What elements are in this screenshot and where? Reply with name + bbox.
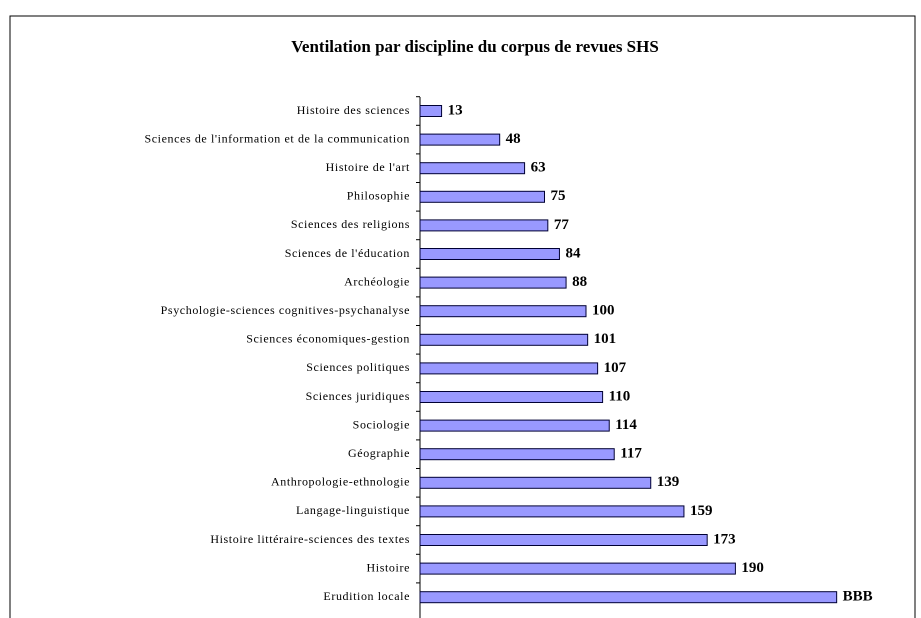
data-label: 101 — [594, 331, 617, 347]
data-label: 190 — [741, 560, 764, 576]
y-tick-label: Histoire littéraire-sciences des textes — [210, 532, 410, 546]
data-label: 114 — [615, 417, 637, 433]
bar — [419, 162, 526, 175]
y-tick-label: Histoire — [367, 560, 410, 574]
y-tick-label: Sciences économiques-gestion — [246, 332, 410, 346]
bar — [419, 133, 501, 146]
data-label: BBB — [843, 589, 873, 605]
data-label: 77 — [554, 217, 570, 233]
bar — [419, 419, 610, 432]
bar — [419, 591, 838, 604]
y-tick-label: Sciences de l'éducation — [285, 246, 410, 260]
y-tick-label: Sciences de l'information et de la commu… — [144, 131, 410, 145]
data-label: 13 — [448, 102, 463, 118]
y-tick-label: Sciences politiques — [306, 360, 410, 374]
data-label: 63 — [531, 160, 546, 176]
bar — [419, 448, 615, 461]
bar — [419, 219, 549, 232]
y-tick-label: Géographie — [348, 446, 410, 460]
bar — [419, 105, 443, 117]
bar — [419, 276, 567, 289]
bar — [419, 391, 604, 403]
bar — [419, 476, 652, 489]
y-tick-label: Sociologie — [353, 417, 410, 431]
y-tick-label: Archéologie — [344, 274, 410, 288]
y-tick-label: Histoire des sciences — [297, 103, 410, 117]
data-label: 48 — [506, 131, 521, 147]
data-label: 88 — [572, 274, 587, 290]
y-tick-label: Psychologie-sciences cognitives-psychana… — [161, 303, 410, 317]
data-label: 173 — [713, 531, 736, 547]
bar — [419, 534, 708, 546]
data-label: 117 — [620, 446, 642, 462]
data-label: 75 — [551, 188, 566, 204]
data-label: 84 — [565, 245, 581, 261]
y-tick-label: Histoire de l'art — [326, 160, 410, 174]
bar — [419, 333, 589, 346]
chart-title: Ventilation par discipline du corpus de … — [291, 37, 659, 56]
data-label: 159 — [690, 503, 713, 519]
y-tick-label: Langage-linguistique — [296, 503, 410, 517]
bar — [419, 562, 736, 575]
bar — [419, 305, 587, 318]
bar — [419, 248, 560, 260]
y-tick-label: Erudition locale — [323, 589, 410, 603]
y-tick-label: Sciences des religions — [291, 217, 410, 231]
bar — [419, 362, 599, 375]
data-label: 107 — [604, 360, 627, 376]
y-tick-label: Anthropologie-ethnologie — [271, 475, 410, 489]
bar — [419, 505, 685, 518]
y-tick-label: Philosophie — [347, 189, 410, 203]
data-label: 139 — [657, 474, 680, 490]
y-tick-label: Sciences juridiques — [306, 389, 410, 403]
data-label: 110 — [609, 388, 631, 404]
bar — [419, 190, 545, 203]
data-label: 100 — [592, 303, 615, 319]
